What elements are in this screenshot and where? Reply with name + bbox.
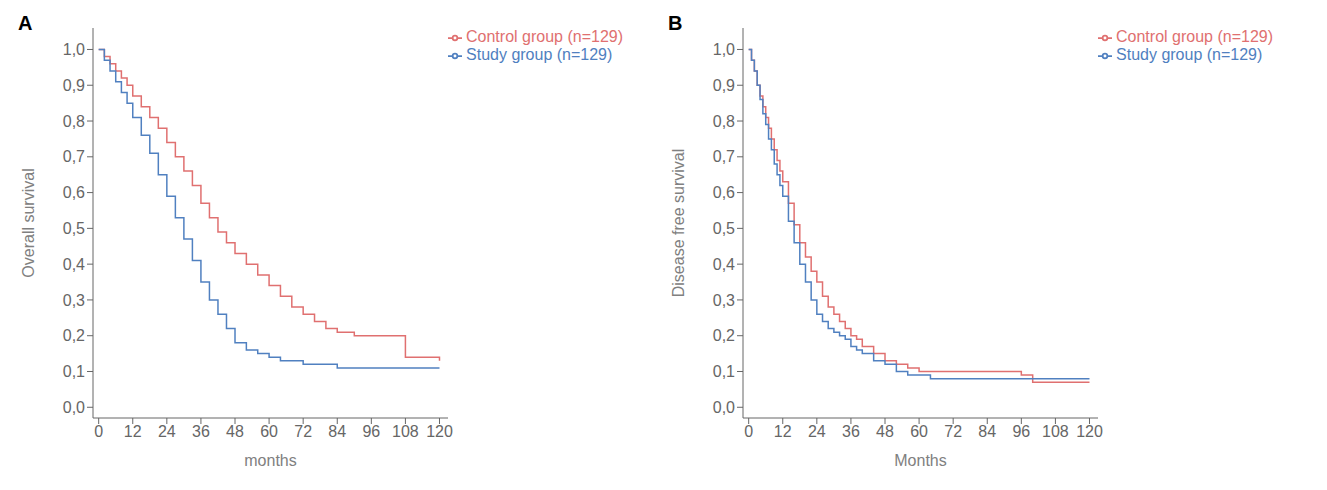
svg-text:24: 24 [808,423,826,440]
svg-text:0,0: 0,0 [63,399,85,416]
svg-text:Overall survival: Overall survival [20,168,37,277]
svg-text:0,6: 0,6 [63,184,85,201]
svg-text:0,1: 0,1 [63,363,85,380]
html-text:B: B [668,12,683,34]
svg-text:0,4: 0,4 [713,256,735,273]
svg-text:0,8: 0,8 [713,113,735,130]
svg-text:72: 72 [944,423,962,440]
svg-text:months: months [244,452,296,469]
svg-text:0,7: 0,7 [713,148,735,165]
svg-text:48: 48 [226,423,244,440]
svg-text:0,3: 0,3 [713,292,735,309]
html-text:A: A [18,12,33,34]
svg-text:108: 108 [1042,423,1069,440]
html-text:Study group (n=129): Study group (n=129) [1116,46,1263,63]
svg-text:0,0: 0,0 [713,399,735,416]
html-text:Study group (n=129): Study group (n=129) [466,46,613,63]
svg-text:0: 0 [94,423,103,440]
svg-text:0,9: 0,9 [713,77,735,94]
svg-text:12: 12 [774,423,792,440]
svg-text:120: 120 [1076,423,1103,440]
svg-text:0,2: 0,2 [63,327,85,344]
svg-text:96: 96 [1012,423,1030,440]
svg-text:0,9: 0,9 [63,77,85,94]
svg-text:1,0: 1,0 [713,41,735,58]
svg-text:Months: Months [894,452,946,469]
svg-text:12: 12 [124,423,142,440]
svg-text:120: 120 [426,423,453,440]
svg-text:36: 36 [842,423,860,440]
svg-text:Disease free survival: Disease free survival [670,149,687,298]
svg-text:96: 96 [362,423,380,440]
svg-text:1,0: 1,0 [63,41,85,58]
svg-text:48: 48 [876,423,894,440]
svg-text:0,5: 0,5 [63,220,85,237]
svg-text:0,7: 0,7 [63,148,85,165]
svg-text:0,5: 0,5 [713,220,735,237]
svg-text:72: 72 [294,423,312,440]
svg-text:36: 36 [192,423,210,440]
svg-text:0,1: 0,1 [713,363,735,380]
svg-text:60: 60 [260,423,278,440]
svg-text:0,2: 0,2 [713,327,735,344]
svg-text:60: 60 [910,423,928,440]
svg-text:0,6: 0,6 [713,184,735,201]
svg-text:0: 0 [744,423,753,440]
svg-text:84: 84 [978,423,996,440]
svg-text:108: 108 [392,423,419,440]
html-text:Control group (n=129): Control group (n=129) [466,28,623,45]
svg-text:0,8: 0,8 [63,113,85,130]
svg-text:84: 84 [328,423,346,440]
svg-text:24: 24 [158,423,176,440]
svg-text:0,3: 0,3 [63,292,85,309]
html-text:Control group (n=129): Control group (n=129) [1116,28,1273,45]
svg-text:0,4: 0,4 [63,256,85,273]
